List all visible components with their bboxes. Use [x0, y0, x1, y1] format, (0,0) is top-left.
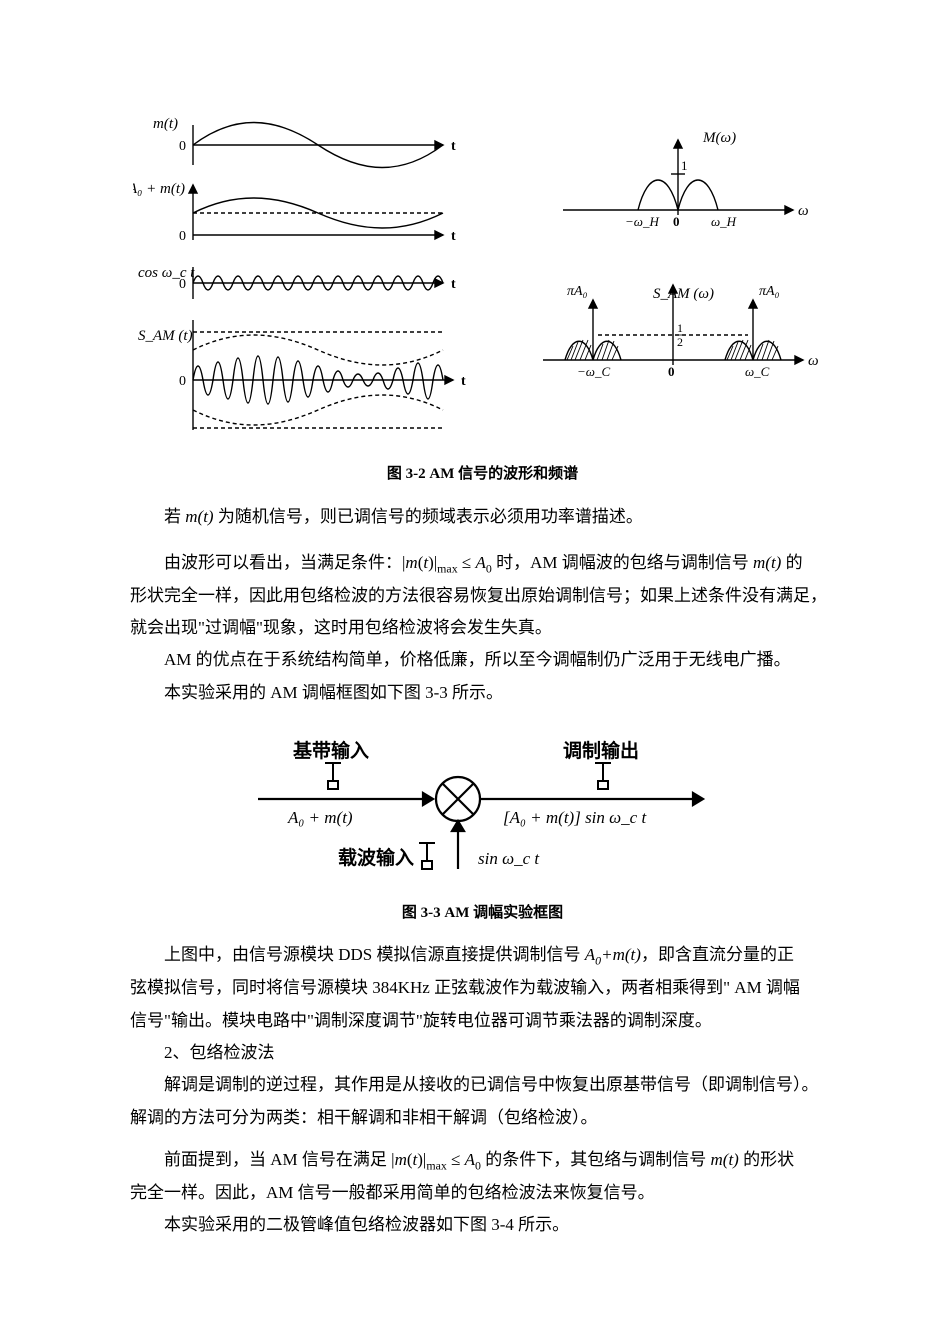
- fig33-caption: 图 3-3 AM 调幅实验框图: [130, 899, 835, 928]
- svg-text:−ω_H: −ω_H: [625, 214, 659, 229]
- svg-text:2: 2: [677, 335, 683, 349]
- svg-text:0: 0: [179, 229, 186, 244]
- figure-3-2: m(t) 0 t A₀ + m(t) 0 t: [133, 100, 833, 450]
- inline-cond: |m(t)|max ≤ A0: [402, 553, 492, 572]
- svg-text:ω: ω: [798, 203, 809, 219]
- para-7: 上图中，由信号源模块 DDS 模拟信源直接提供调制信号 A0+m(t)，即含直流…: [130, 939, 835, 972]
- svg-text:1: 1: [681, 158, 688, 173]
- label-mt: m(t): [153, 116, 178, 132]
- label-baseband-in: 基带输入: [292, 739, 369, 762]
- plot-SAMw: πA₀ −ω_C πA₀: [543, 284, 819, 379]
- expr-carrier: sin ω_c t: [478, 849, 540, 868]
- svg-text:t: t: [451, 277, 456, 292]
- label-carrier-in: 载波输入: [338, 846, 414, 869]
- svg-text:t: t: [461, 374, 466, 389]
- para-9: 信号"输出。模块电路中"调制深度调节"旋转电位器可调节乘法器的调制深度。: [130, 1005, 835, 1037]
- svg-text:πA₀: πA₀: [759, 284, 780, 299]
- para-11: 解调是调制的逆过程，其作用是从接收的已调信号中恢复出原基带信号（即调制信号）。: [130, 1069, 835, 1101]
- expr-out: [A₀ + m(t)] sin ω_c t: [503, 808, 647, 827]
- para-5: AM 的优点在于系统结构简单，价格低廉，所以至今调幅制仍广泛用于无线电广播。: [130, 644, 835, 676]
- plot-sam: S_AM (t) 0 t: [138, 320, 466, 430]
- svg-text:ω_C: ω_C: [745, 364, 770, 379]
- label-a0mt: A₀ + m(t): [133, 181, 185, 197]
- svg-text:0: 0: [668, 364, 675, 379]
- svg-text:1: 1: [677, 321, 683, 335]
- para-6: 本实验采用的 AM 调幅框图如下图 3-3 所示。: [130, 677, 835, 709]
- svg-text:ω_H: ω_H: [711, 214, 737, 229]
- label-mod-out: 调制输出: [563, 739, 639, 762]
- svg-text:0: 0: [179, 374, 186, 389]
- svg-text:ω: ω: [808, 353, 819, 369]
- para-3: 形状完全一样，因此用包络检波的方法很容易恢复出原始调制信号；如果上述条件没有满足…: [130, 580, 835, 612]
- svg-text:−ω_C: −ω_C: [577, 364, 610, 379]
- para-15: 本实验采用的二极管峰值包络检波器如下图 3-4 所示。: [130, 1209, 835, 1241]
- svg-text:πA₀: πA₀: [567, 284, 588, 299]
- plot-mt: m(t) 0 t: [153, 116, 456, 168]
- fig32-caption: 图 3-2 AM 信号的波形和频谱: [130, 460, 835, 489]
- inline-mt: m(t): [185, 507, 213, 526]
- figure-3-3: 基带输入 调制输出 载波输入 A₀ + m(t) [A₀ + m(t)] sin…: [223, 719, 743, 889]
- plot-Mw: M(ω) 1 −ω_H ω_H 0 ω: [563, 130, 809, 229]
- svg-text:0: 0: [179, 277, 186, 292]
- label-sam: S_AM (t): [138, 328, 193, 344]
- inline-A0mt: A0+m(t): [585, 945, 641, 964]
- svg-text:0: 0: [179, 139, 186, 154]
- para-10: 2、包络检波法: [130, 1037, 835, 1069]
- plot-a0mt: A₀ + m(t) 0 t: [133, 181, 456, 244]
- para-13: 前面提到，当 AM 信号在满足 |m(t)|max ≤ A0 的条件下，其包络与…: [130, 1144, 835, 1177]
- svg-text:0: 0: [673, 214, 680, 229]
- para-4: 就会出现"过调幅"现象，这时用包络检波将会发生失真。: [130, 612, 835, 644]
- svg-text:t: t: [451, 229, 456, 244]
- para-8: 弦模拟信号，同时将信号源模块 384KHz 正弦载波作为载波输入，两者相乘得到"…: [130, 972, 835, 1004]
- label-carrier: cos ω_c t: [138, 265, 195, 281]
- para-1: 若 m(t) 为随机信号，则已调信号的频域表示必须用功率谱描述。: [130, 501, 835, 533]
- inline-cond-2: |m(t)|max ≤ A0: [391, 1150, 481, 1169]
- para-2: 由波形可以看出，当满足条件：|m(t)|max ≤ A0 时，AM 调幅波的包络…: [130, 547, 835, 580]
- svg-text:t: t: [451, 139, 456, 154]
- svg-text:S_AM (ω): S_AM (ω): [653, 286, 714, 302]
- plot-carrier: cos ω_c t 0 t: [138, 265, 456, 299]
- expr-in: A₀ + m(t): [287, 808, 353, 827]
- para-12: 解调的方法可分为两类：相干解调和非相干解调（包络检波）。: [130, 1102, 835, 1134]
- svg-text:M(ω): M(ω): [702, 130, 736, 146]
- para-14: 完全一样。因此，AM 信号一般都采用简单的包络检波法来恢复信号。: [130, 1177, 835, 1209]
